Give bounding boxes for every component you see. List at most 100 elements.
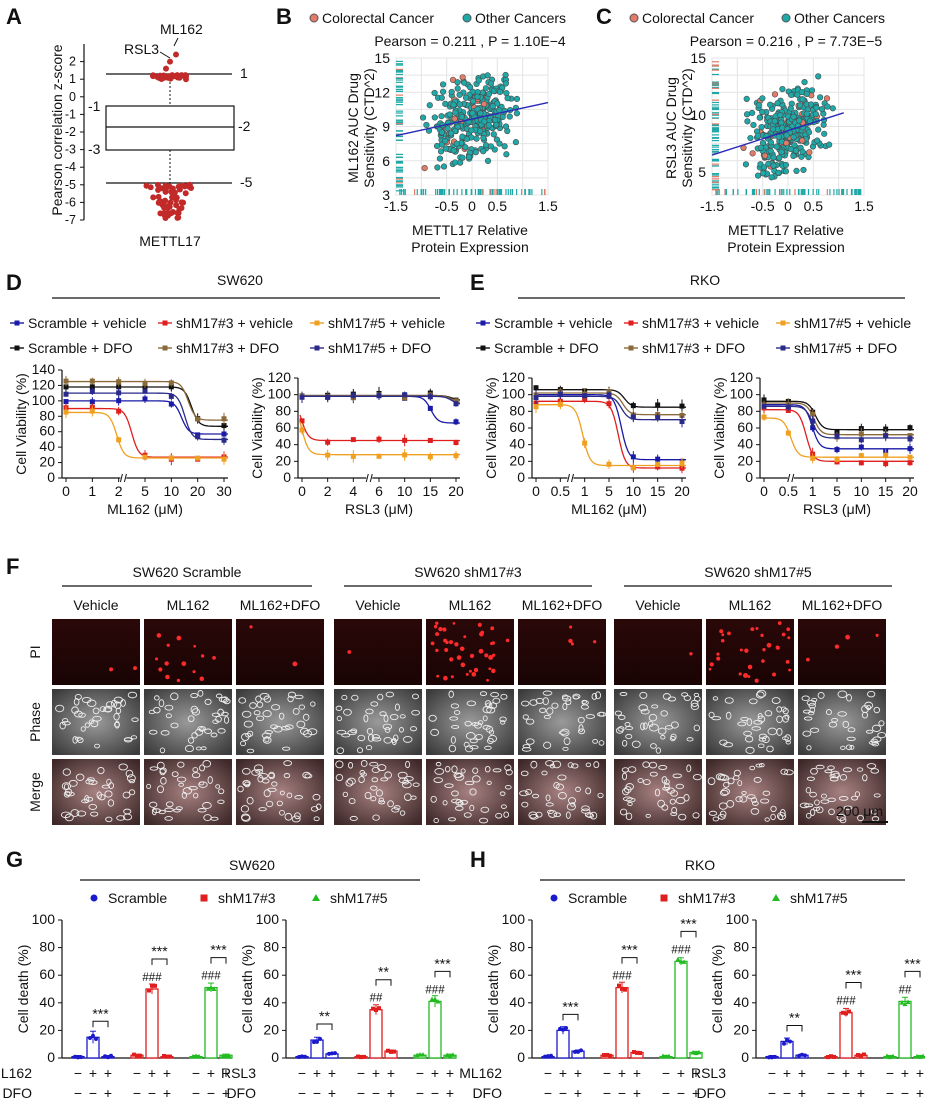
cell-outline [625, 812, 633, 821]
panel-label-h: H [470, 847, 486, 872]
phase-image [614, 689, 702, 755]
cell-outline [776, 715, 783, 724]
tick-label: 40 [39, 994, 55, 1010]
outlier-point [158, 185, 165, 192]
tick-label: 80 [509, 402, 525, 418]
pm-sign: − [886, 1065, 894, 1081]
cell-outline [780, 706, 787, 712]
cell-outline [402, 779, 410, 785]
data-point [374, 1008, 378, 1013]
panel-d-legend: Scramble + vehicle shM17#3 + vehicle shM17… [10, 315, 445, 356]
cell-outline [126, 774, 136, 782]
cell-outline [649, 723, 659, 732]
cell-outline [836, 813, 846, 822]
data-point [546, 1054, 550, 1059]
cell-outline [349, 815, 358, 821]
cell-outline [303, 729, 313, 738]
tick-label: 1 [581, 483, 589, 499]
data-point [63, 409, 69, 415]
cell-outline [365, 708, 374, 715]
cell-outline [122, 791, 131, 799]
image-column-label: ML162 [167, 597, 210, 613]
cell-outline [878, 720, 885, 727]
cell-outline [802, 730, 812, 737]
axis-break [119, 473, 123, 483]
data-point [605, 1052, 609, 1057]
data-point [63, 378, 69, 384]
cell-outline [307, 728, 318, 736]
cell-outline [631, 740, 641, 748]
cell-outline [586, 813, 595, 819]
cell-outline [215, 784, 221, 789]
data-point [632, 1050, 636, 1055]
cell-outline [385, 691, 395, 698]
data-point [221, 423, 227, 429]
data-point [782, 1041, 786, 1046]
panel-label-g: G [6, 847, 23, 872]
pm-sign: − [886, 1085, 894, 1101]
cell-outline [97, 766, 105, 775]
data-point [773, 143, 780, 150]
merge-image [614, 759, 702, 825]
data-point [749, 150, 756, 157]
cell-outline [348, 797, 356, 805]
data-point [402, 395, 408, 401]
data-point [454, 85, 461, 92]
axis-break [365, 473, 369, 483]
tick-label: 60 [509, 966, 525, 982]
cell-outline [585, 714, 595, 719]
data-point [582, 440, 588, 446]
y-axis-label: Cell Viability (%) [483, 377, 499, 479]
cell-outline [279, 790, 285, 796]
data-point [856, 1053, 860, 1058]
tick-label: 80 [39, 407, 55, 423]
cell-outline [256, 715, 265, 722]
data-point [142, 454, 148, 460]
tick-label: 5 [833, 483, 841, 499]
cell-outline [671, 806, 678, 814]
outlier-point [186, 183, 193, 190]
cell-outline [719, 739, 728, 746]
data-point [907, 425, 913, 431]
data-point [299, 418, 305, 424]
cell-outline [784, 714, 790, 720]
data-point [800, 166, 807, 174]
axis-break [787, 474, 794, 482]
data-point [315, 1039, 319, 1044]
cell-outline [197, 725, 206, 731]
cell-outline [505, 769, 513, 776]
panel-c-ylabel-1: RSL3 AUC Drug [663, 77, 679, 179]
legend-other-b: Other Cancers [475, 10, 566, 26]
data-point [450, 101, 457, 108]
hash-label: ### [425, 984, 445, 996]
cell-outline [370, 796, 377, 802]
pi-image [52, 619, 140, 685]
fit-curve [300, 395, 461, 424]
sig-label: *** [434, 955, 451, 971]
cell-outline [560, 728, 570, 737]
cell-outline [650, 743, 657, 749]
cell-outline [654, 788, 661, 797]
data-point [907, 436, 913, 442]
y-axis-label: Cell death (%) [239, 945, 255, 1034]
cell-outline [545, 794, 551, 802]
cell-outline [350, 728, 358, 734]
tick-label: 5 [605, 483, 613, 499]
cell-outline [464, 720, 472, 727]
cell-outline [392, 734, 399, 742]
pi-signal [708, 667, 712, 671]
data-point [435, 999, 441, 1004]
pm-sign: − [133, 1085, 141, 1101]
cell-outline [839, 774, 848, 781]
pm-sign: + [783, 1065, 791, 1081]
cell-outline [842, 767, 853, 773]
pi-signal [133, 666, 137, 671]
data-point [776, 154, 783, 161]
pi-signal [249, 625, 253, 629]
data-point [758, 123, 765, 131]
cell-outline [411, 709, 420, 716]
pi-signal [435, 632, 440, 637]
cell-outline [170, 692, 179, 701]
data-point [779, 124, 786, 131]
